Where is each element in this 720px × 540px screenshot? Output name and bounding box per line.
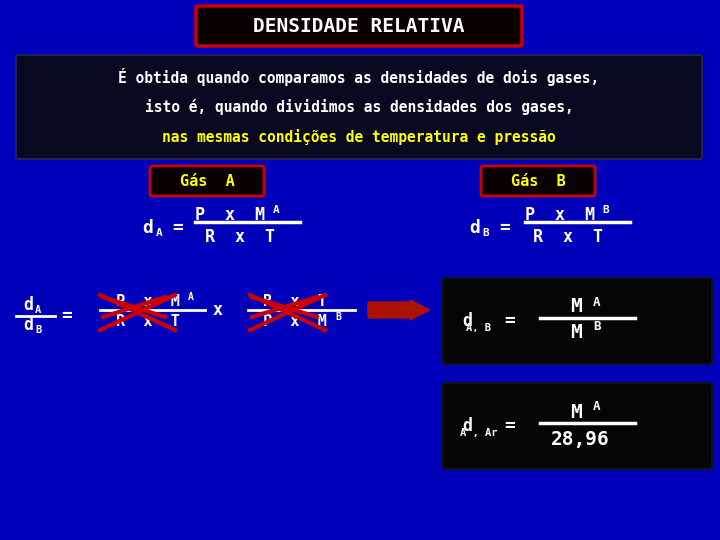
- Text: isto é, quando dividimos as densidades dos gases,: isto é, quando dividimos as densidades d…: [145, 99, 573, 115]
- Text: Gás  A: Gás A: [179, 173, 235, 188]
- FancyBboxPatch shape: [150, 166, 264, 196]
- Text: A: A: [156, 228, 163, 238]
- Text: B: B: [482, 228, 490, 238]
- Text: A: A: [593, 401, 600, 414]
- Text: B: B: [603, 205, 609, 215]
- Text: d: d: [23, 296, 33, 314]
- Text: B: B: [593, 321, 600, 334]
- Text: R  x  T: R x T: [263, 294, 327, 309]
- Text: P  x  M: P x M: [263, 314, 327, 329]
- Text: M: M: [570, 298, 582, 316]
- Text: É obtida quando comparamos as densidades de dois gases,: É obtida quando comparamos as densidades…: [118, 68, 600, 86]
- FancyBboxPatch shape: [196, 6, 522, 46]
- Text: d: d: [462, 312, 472, 330]
- Text: d: d: [462, 417, 472, 435]
- FancyBboxPatch shape: [443, 278, 712, 364]
- Text: M: M: [570, 322, 582, 341]
- Text: R  x  T: R x T: [533, 228, 603, 246]
- Text: nas mesmas condições de temperatura e pressão: nas mesmas condições de temperatura e pr…: [162, 129, 556, 145]
- Text: A: A: [273, 205, 279, 215]
- Text: A: A: [35, 305, 41, 315]
- Text: R  x  T: R x T: [116, 314, 180, 329]
- Text: =: =: [505, 312, 516, 330]
- Text: =: =: [173, 219, 184, 237]
- FancyArrow shape: [368, 300, 430, 320]
- FancyBboxPatch shape: [481, 166, 595, 196]
- Text: A , Ar: A , Ar: [460, 428, 498, 438]
- Text: =: =: [62, 307, 73, 325]
- Text: Gás  B: Gás B: [510, 173, 565, 188]
- Text: x: x: [213, 301, 223, 319]
- Text: =: =: [505, 417, 516, 435]
- Text: B: B: [35, 325, 41, 335]
- Text: A: A: [188, 292, 194, 302]
- Text: P  x  M: P x M: [525, 206, 595, 224]
- Text: B: B: [335, 312, 341, 322]
- FancyBboxPatch shape: [16, 55, 702, 159]
- Text: A: A: [593, 295, 600, 308]
- Text: d: d: [23, 316, 33, 334]
- Text: 28,96: 28,96: [551, 430, 609, 449]
- Text: P  x  M: P x M: [116, 294, 180, 309]
- Text: d: d: [143, 219, 153, 237]
- Text: d: d: [469, 219, 480, 237]
- Text: DENSIDADE RELATIVA: DENSIDADE RELATIVA: [253, 17, 464, 36]
- Text: M: M: [570, 402, 582, 422]
- Text: R  x  T: R x T: [205, 228, 275, 246]
- Text: A, B: A, B: [467, 323, 492, 333]
- Text: P  x  M: P x M: [195, 206, 265, 224]
- FancyBboxPatch shape: [443, 383, 712, 469]
- Text: =: =: [500, 219, 510, 237]
